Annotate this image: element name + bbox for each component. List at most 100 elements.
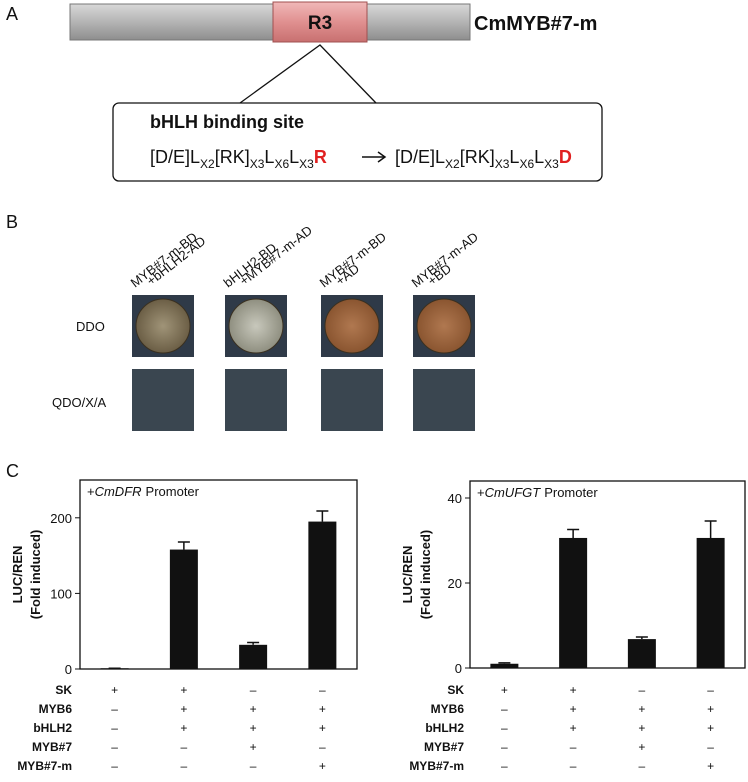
condition-sign: + xyxy=(570,702,577,716)
column-label: MYB#7-m-AD xyxy=(409,229,481,290)
title-gene: CmDFR xyxy=(95,484,142,499)
construct-name: CmMYB#7-m xyxy=(474,13,597,35)
motif-subscript: X2 xyxy=(200,157,215,171)
condition-sign: – xyxy=(501,702,508,716)
condition-sign: – xyxy=(111,702,118,716)
motif-subscript: X2 xyxy=(445,157,460,171)
condition-label: MYB6 xyxy=(431,702,465,716)
condition-sign: – xyxy=(250,759,257,773)
condition-sign: + xyxy=(180,702,187,716)
motif-subscript: X3 xyxy=(250,157,265,171)
motif-subscript: X6 xyxy=(274,157,289,171)
motif-subscript: X3 xyxy=(495,157,510,171)
condition-sign: – xyxy=(250,683,257,697)
condition-label: SK xyxy=(447,683,464,697)
title-suffix: Promoter xyxy=(146,484,200,499)
title-prefix: + xyxy=(477,485,485,500)
condition-sign: – xyxy=(181,759,188,773)
error-bar xyxy=(247,641,260,645)
bar xyxy=(559,537,588,668)
condition-sign: – xyxy=(501,740,508,754)
condition-sign: – xyxy=(111,721,118,735)
motif-segment: [RK] xyxy=(460,147,495,167)
motif-segment: [RK] xyxy=(215,147,250,167)
bar xyxy=(696,537,725,668)
condition-label: bHLH2 xyxy=(425,721,464,735)
arrow-head xyxy=(377,151,387,163)
error-bar xyxy=(567,528,580,538)
condition-sign: + xyxy=(319,721,326,735)
condition-sign: + xyxy=(180,721,187,735)
y-axis-label: (Fold induced) xyxy=(28,530,43,620)
condition-sign: + xyxy=(250,740,257,754)
condition-sign: – xyxy=(181,740,188,754)
condition-sign: – xyxy=(707,683,714,697)
condition-label: bHLH2 xyxy=(33,721,72,735)
motif-mutant: [D/E]LX2[RK]X3LX6LX3D xyxy=(395,147,572,171)
callout-lines xyxy=(239,44,377,104)
condition-sign: – xyxy=(639,759,646,773)
y-tick-label: 0 xyxy=(65,662,72,677)
plot-frame xyxy=(79,479,358,670)
condition-sign: – xyxy=(501,721,508,735)
colony xyxy=(416,298,472,354)
error-bar xyxy=(177,541,190,550)
condition-sign: + xyxy=(707,759,714,773)
motif-segment: D xyxy=(559,147,572,167)
bar xyxy=(239,644,268,669)
colony xyxy=(135,298,191,354)
y-axis-label: (Fold induced) xyxy=(418,530,433,620)
panel-label: B xyxy=(6,212,18,232)
motif-segment: [D/E]L xyxy=(150,147,200,167)
motif-segment: L xyxy=(534,147,544,167)
condition-sign: + xyxy=(707,702,714,716)
title-gene: CmUFGT xyxy=(485,485,542,500)
condition-sign: + xyxy=(707,721,714,735)
error-bar xyxy=(704,520,717,538)
condition-sign: – xyxy=(319,740,326,754)
chart-title: +CmUFGT Promoter xyxy=(477,485,598,500)
condition-label: MYB#7-m xyxy=(409,759,464,773)
condition-sign: – xyxy=(111,759,118,773)
condition-sign: + xyxy=(570,721,577,735)
motif-segment: L xyxy=(289,147,299,167)
bar xyxy=(308,521,337,669)
site-box xyxy=(112,102,603,182)
motif-segment: [D/E]L xyxy=(395,147,445,167)
motif-segment: R xyxy=(314,147,327,167)
y-tick-label: 0 xyxy=(455,661,462,676)
condition-label: MYB#7 xyxy=(32,740,72,754)
panel-label: C xyxy=(6,461,19,481)
title-prefix: + xyxy=(87,484,95,499)
condition-sign: + xyxy=(180,683,187,697)
error-bar xyxy=(316,510,329,522)
protein-bar xyxy=(69,3,471,41)
plate-square xyxy=(225,369,287,431)
y-tick-label: 20 xyxy=(448,576,462,591)
condition-sign: – xyxy=(639,683,646,697)
condition-sign: + xyxy=(501,683,508,697)
domain-label: R3 xyxy=(308,13,332,34)
condition-sign: + xyxy=(111,683,118,697)
condition-sign: + xyxy=(250,702,257,716)
condition-label: SK xyxy=(55,683,72,697)
condition-sign: + xyxy=(638,721,645,735)
motif-subscript: X3 xyxy=(299,157,314,171)
condition-label: MYB#7-m xyxy=(17,759,72,773)
condition-sign: – xyxy=(570,759,577,773)
motif-segment: L xyxy=(509,147,519,167)
y-tick-label: 200 xyxy=(50,511,72,526)
motif-wildtype: [D/E]LX2[RK]X3LX6LX3R xyxy=(150,147,327,171)
motif-subscript: X6 xyxy=(519,157,534,171)
colony xyxy=(324,298,380,354)
condition-sign: + xyxy=(570,683,577,697)
condition-sign: – xyxy=(319,683,326,697)
condition-sign: – xyxy=(570,740,577,754)
condition-sign: + xyxy=(638,702,645,716)
condition-sign: – xyxy=(111,740,118,754)
error-bar xyxy=(498,662,511,664)
panel-label: A xyxy=(6,4,18,24)
y-tick-label: 100 xyxy=(50,586,72,601)
motif-subscript: X3 xyxy=(544,157,559,171)
